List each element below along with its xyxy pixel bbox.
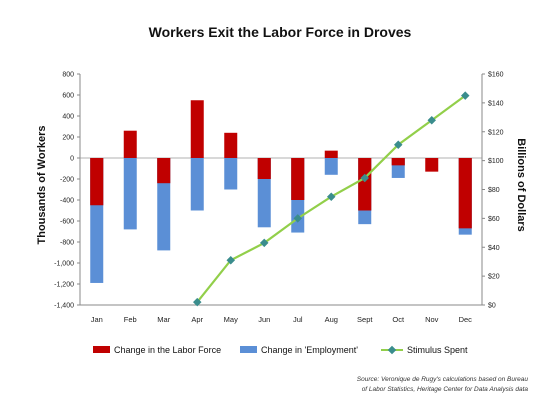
left-tick-label: 200 [62,135,74,142]
source-note-line-1: Source: Veronique de Rugy's calculations… [357,376,529,383]
right-tick-label: $0 [488,303,496,310]
right-tick-label: $60 [488,216,500,223]
category-label: Sept [357,315,373,324]
employment-bar [123,158,137,230]
employment-bar [324,158,338,175]
labor-force-bar [123,130,137,158]
right-axis-title: Billions of Dollars [515,138,527,232]
left-tick-label: -400 [60,198,74,205]
labor-force-bar-top [157,158,171,184]
right-tick-label: $40 [488,245,500,252]
legend-swatch-stimulus-marker [387,345,397,355]
stimulus-marker [226,256,235,265]
left-tick-label: 600 [62,93,74,100]
category-label: Jan [91,315,103,324]
labor-force-bar-top [391,158,405,166]
source-note-line-2: of Labor Statistics, Heritage Center for… [362,386,529,393]
left-tick-label: -800 [60,240,74,247]
legend-swatch-employment [240,346,257,353]
category-label: Feb [124,315,137,324]
category-label: Jun [258,315,270,324]
left-tick-label: 800 [62,72,74,79]
labor-force-bar-top [358,158,372,211]
legend: Change in the Labor Force Change in 'Emp… [93,345,468,355]
right-tick-label: $160 [488,72,504,79]
legend-label-stimulus: Stimulus Spent [407,345,468,355]
stimulus-marker [260,238,269,248]
category-label: Apr [191,315,203,324]
stimulus-marker [327,192,336,201]
category-label: Jul [293,315,303,324]
labor-force-bar-top [90,158,104,206]
legend-swatch-labor-force [93,346,110,353]
left-tick-label: -1,200 [54,282,74,289]
left-tick-label: 0 [70,156,74,163]
right-tick-label: $80 [488,187,500,194]
left-tick-label: 400 [62,114,74,121]
labor-force-bar-top [291,158,305,200]
category-label: Dec [459,315,473,324]
left-axis-title: Thousands of Workers [36,126,48,245]
labor-force-bar [324,150,338,158]
category-label: Mar [157,315,170,324]
left-tick-label: -600 [60,219,74,226]
category-label: Nov [425,315,439,324]
stimulus-marker [293,214,302,223]
labor-force-bar [425,158,439,172]
stimulus-marker [427,115,436,125]
labor-force-bar [224,132,238,158]
legend-label-employment: Change in 'Employment' [261,345,358,355]
employment-bar [190,158,204,211]
stimulus-marker [461,91,470,100]
left-tick-label: -200 [60,177,74,184]
category-label: Oct [392,315,405,324]
employment-bar [224,158,238,190]
category-label: Aug [325,315,338,324]
right-tick-label: $140 [488,100,504,107]
right-tick-label: $120 [488,129,504,136]
chart-title: Workers Exit the Labor Force in Droves [149,24,412,40]
labor-force-bar [190,100,204,158]
left-tick-label: -1,400 [54,303,74,310]
stimulus-marker [193,297,202,307]
stimulus-marker [394,140,403,149]
legend-label-labor-force: Change in the Labor Force [114,345,221,355]
left-tick-label: -1,000 [54,261,74,268]
category-label: May [224,315,238,324]
labor-force-bar-top [257,158,271,179]
labor-force-bar-top [458,158,472,229]
right-tick-label: $20 [488,274,500,281]
right-tick-label: $100 [488,158,504,165]
stimulus-marker [360,173,369,183]
